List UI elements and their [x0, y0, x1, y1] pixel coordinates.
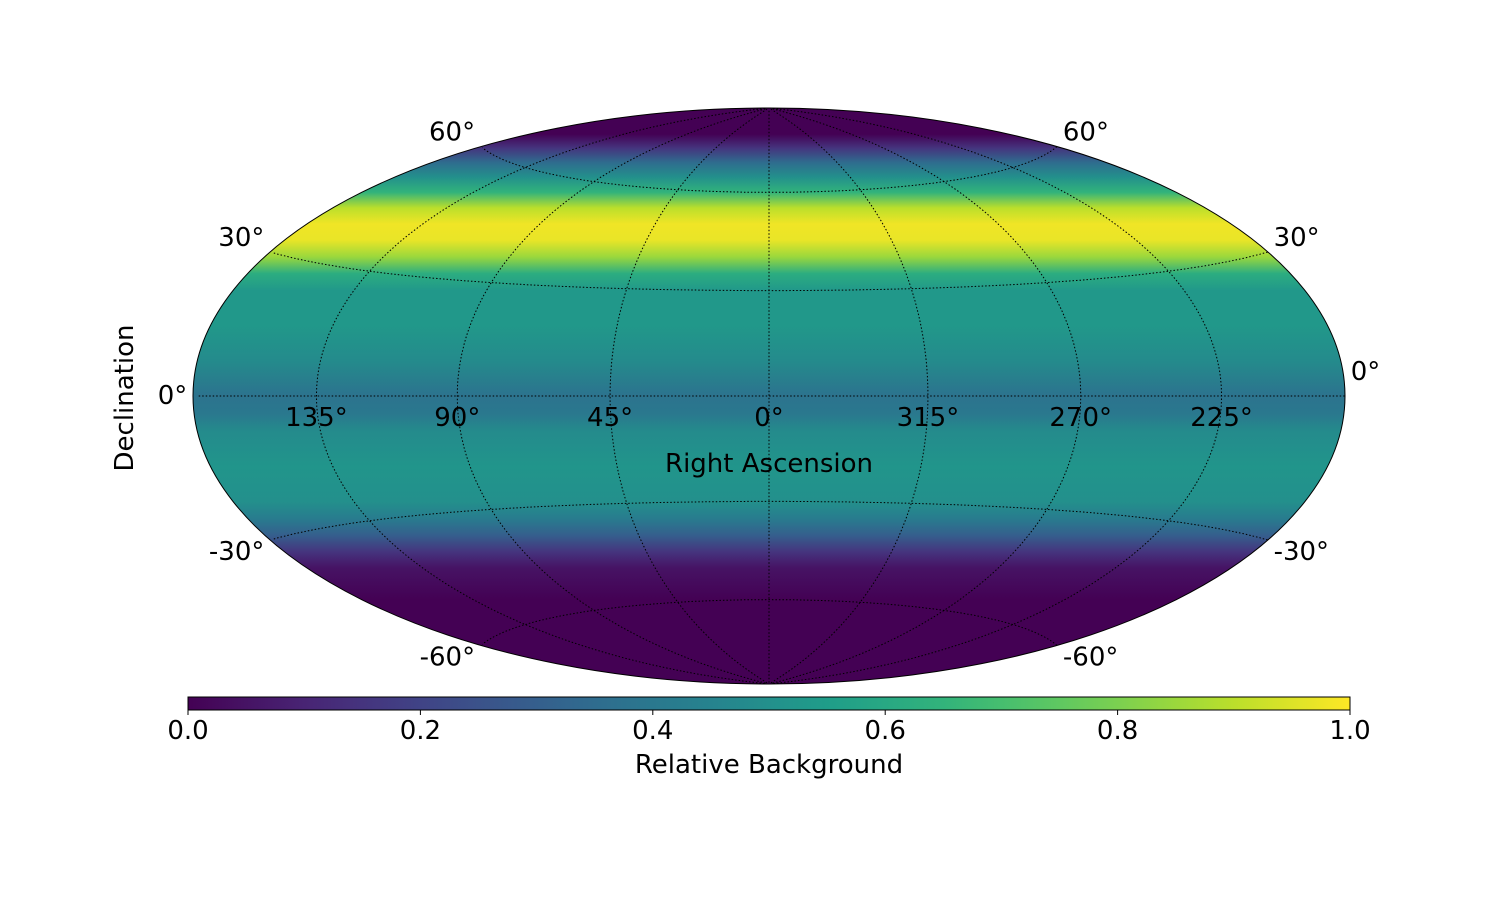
dec-tick-labels: 60° 60° 30° 30° 0° 0° -30° -30° -60° -60°	[158, 118, 1380, 673]
ra-tick-label: 0°	[754, 403, 784, 433]
ra-tick-label: 45°	[587, 403, 633, 433]
dec-tick-label-left: -30°	[209, 537, 264, 567]
colorbar-bar	[187, 696, 1351, 711]
colorbar-tick-label: 0.8	[1097, 716, 1138, 746]
colorbar-tick-label: 0.6	[865, 716, 906, 746]
dec-gridline	[273, 500, 1268, 541]
dec-tick-label-left: 0°	[158, 381, 188, 411]
colorbar-tick-label: 1.0	[1329, 716, 1370, 746]
graticule	[197, 108, 1345, 684]
ra-tick-label: 270°	[1049, 403, 1112, 433]
dec-gridline	[481, 599, 1058, 646]
ra-gridline	[456, 108, 766, 684]
ra-gridline	[316, 108, 765, 684]
colorbar: 0.0 0.2 0.4 0.6 0.8 1.0 Relative Background	[167, 696, 1371, 780]
dec-tick-label-right: -60°	[1063, 642, 1118, 672]
dec-tick-label-right: 60°	[1063, 118, 1109, 148]
dec-tick-label-right: 30°	[1274, 223, 1320, 253]
dec-gridline	[273, 251, 1268, 292]
dec-tick-label-left: 60°	[429, 118, 475, 148]
map-outline	[192, 107, 1346, 685]
dec-tick-label-left: -60°	[420, 642, 475, 672]
ra-tick-label: 90°	[434, 403, 480, 433]
dec-tick-label-right: -30°	[1274, 537, 1329, 567]
dec-tick-label-left: 30°	[218, 223, 264, 253]
ra-tick-label: 225°	[1190, 403, 1253, 433]
x-axis-label: Right Ascension	[665, 449, 873, 479]
ra-tick-label: 315°	[897, 403, 960, 433]
dec-tick-label-right: 0°	[1351, 357, 1381, 387]
y-axis-label: Declination	[110, 325, 140, 472]
colorbar-tick-label: 0.0	[167, 716, 208, 746]
colorbar-ticks: 0.0 0.2 0.4 0.6 0.8 1.0	[167, 710, 1371, 746]
ra-tick-labels: 135° 90° 45° 0° 315° 270° 225°	[285, 403, 1253, 433]
colorbar-label: Relative Background	[635, 750, 903, 780]
colorbar-tick-label: 0.2	[400, 716, 441, 746]
dec-gridline	[481, 146, 1058, 193]
map-area	[192, 107, 1346, 685]
ra-gridline	[772, 108, 1082, 684]
colorbar-tick-label: 0.4	[632, 716, 673, 746]
ra-tick-label: 135°	[285, 403, 348, 433]
ra-gridline	[773, 108, 1222, 684]
